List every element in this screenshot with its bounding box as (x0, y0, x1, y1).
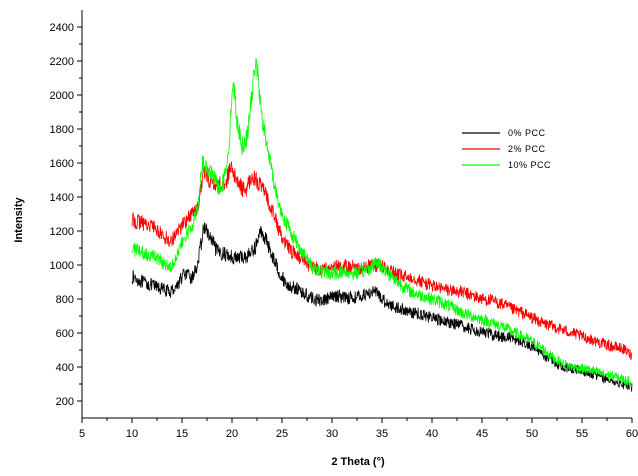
y-tick-label: 2400 (50, 22, 74, 34)
y-tick-label: 200 (56, 396, 74, 408)
y-tick-label: 1600 (50, 158, 74, 170)
x-tick-label: 15 (176, 428, 188, 440)
y-tick-label: 2000 (50, 90, 74, 102)
y-tick-label: 1200 (50, 226, 74, 238)
x-tick-label: 40 (426, 428, 438, 440)
series-line-2 (131, 58, 633, 388)
x-tick-label: 50 (526, 428, 538, 440)
y-tick-label: 1000 (50, 260, 74, 272)
y-axis-title: Intensity (13, 197, 25, 243)
x-tick-label: 20 (226, 428, 238, 440)
x-axis-title: 2 Theta (°) (331, 456, 385, 468)
y-tick-label: 600 (56, 328, 74, 340)
x-tick-label: 55 (576, 428, 588, 440)
x-tick-label: 30 (326, 428, 338, 440)
legend-label-0: 0% PCC (508, 128, 546, 138)
y-tick-label: 2200 (50, 56, 74, 68)
series-line-0 (131, 222, 633, 392)
x-tick-label: 60 (626, 428, 638, 440)
y-tick-label: 1800 (50, 124, 74, 136)
axes (77, 10, 633, 423)
x-tick-label: 25 (276, 428, 288, 440)
legend-label-1: 2% PCC (508, 144, 546, 154)
legend-label-2: 10% PCC (508, 160, 551, 170)
x-tick-label: 45 (476, 428, 488, 440)
series-line-1 (131, 161, 633, 361)
x-tick-label: 10 (126, 428, 138, 440)
series-layer (131, 58, 633, 392)
x-tick-label: 5 (79, 428, 85, 440)
legend: 0% PCC 2% PCC 10% PCC (462, 128, 551, 170)
y-tick-label: 400 (56, 362, 74, 374)
x-tick-label: 35 (376, 428, 388, 440)
y-tick-label: 800 (56, 294, 74, 306)
tick-labels: 5 10 15 20 25 30 35 40 45 50 55 60 200 400 600 800 1000 1… (50, 22, 638, 440)
y-tick-label: 1400 (50, 192, 74, 204)
